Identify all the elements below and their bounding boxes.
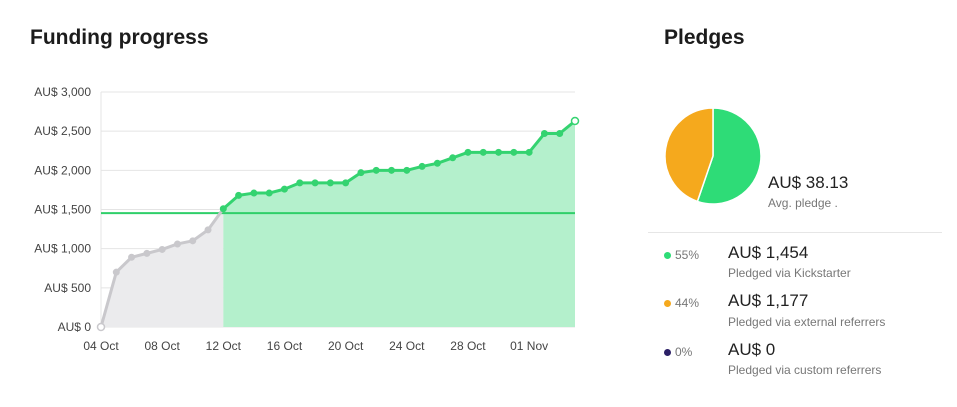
campaign-point [403, 166, 411, 174]
custom-dot-icon [664, 349, 671, 356]
x-tick-label: 08 Oct [144, 339, 180, 353]
external-dot-icon [664, 300, 671, 307]
campaign-point [479, 148, 487, 156]
campaign-point [265, 189, 273, 197]
campaign-point [372, 166, 380, 174]
campaign-point [357, 169, 365, 177]
campaign-point [235, 191, 243, 199]
pledge-source-label: Pledged via custom referrers [728, 363, 882, 377]
pre-launch-point [158, 245, 166, 253]
campaign-area [223, 120, 576, 327]
x-tick-label: 12 Oct [206, 339, 242, 353]
x-tick-label: 16 Oct [267, 339, 303, 353]
campaign-point [311, 179, 319, 187]
pre-launch-point [204, 226, 212, 234]
campaign-point [556, 130, 564, 138]
campaign-point [388, 166, 396, 174]
campaign-point [250, 189, 258, 197]
avg-pledge-label: Avg. pledge . [768, 196, 838, 210]
pre-launch-point [128, 253, 136, 261]
campaign-point [464, 148, 472, 156]
campaign-point [433, 159, 441, 167]
y-tick-label: AU$ 2,500 [34, 124, 91, 138]
pre-launch-point [143, 249, 151, 257]
y-tick-label: AU$ 0 [58, 320, 92, 334]
pledge-row-external: 44% AU$ 1,177 Pledged via external refer… [0, 290, 957, 340]
campaign-point [418, 162, 426, 170]
pre-launch-point [112, 268, 120, 276]
y-tick-label: AU$ 500 [44, 281, 91, 295]
x-tick-label: 28 Oct [450, 339, 486, 353]
pre-launch-point [189, 237, 197, 245]
avg-pledge-value: AU$ 38.13 [768, 173, 849, 192]
funding-progress-title: Funding progress [30, 26, 209, 49]
y-tick-label: AU$ 3,000 [34, 85, 91, 99]
campaign-point [326, 179, 334, 187]
pledge-percent: 55% [675, 248, 700, 262]
divider [648, 232, 942, 233]
pledges-title: Pledges [664, 26, 745, 49]
pledge-amount: AU$ 1,454 [728, 243, 809, 262]
pledge-percent: 0% [675, 345, 693, 359]
pledge-percent: 44% [675, 296, 700, 310]
campaign-point [540, 130, 548, 138]
pledge-amount: AU$ 0 [728, 340, 776, 359]
campaign-point [495, 148, 503, 156]
campaign-point [449, 154, 457, 162]
pledge-source-label: Pledged via Kickstarter [728, 266, 851, 280]
campaign-point [570, 116, 580, 126]
pledge-source-label: Pledged via external referrers [728, 315, 886, 329]
pre-launch-point [96, 322, 106, 332]
pledge-row-kickstarter: 55% AU$ 1,454 Pledged via Kickstarter [0, 240, 957, 290]
pre-launch-point [173, 240, 181, 248]
campaign-point [280, 185, 288, 193]
y-tick-label: AU$ 2,000 [34, 163, 91, 177]
kickstarter-dot-icon [664, 252, 671, 259]
x-tick-label: 01 Nov [510, 339, 548, 353]
campaign-point [296, 179, 304, 187]
campaign-point [219, 205, 227, 213]
pledge-row-custom: 0% AU$ 0 Pledged via custom referrers [0, 340, 957, 390]
y-tick-label: AU$ 1,500 [34, 203, 91, 217]
y-tick-label: AU$ 1,000 [34, 242, 91, 256]
campaign-point [525, 148, 533, 156]
x-tick-label: 04 Oct [83, 339, 119, 353]
campaign-point [342, 179, 350, 187]
pledge-amount: AU$ 1,177 [728, 291, 809, 310]
campaign-point [510, 148, 518, 156]
pie-slice [664, 107, 714, 203]
x-tick-label: 24 Oct [389, 339, 425, 353]
pre-launch-area [101, 208, 224, 327]
x-tick-label: 20 Oct [328, 339, 364, 353]
